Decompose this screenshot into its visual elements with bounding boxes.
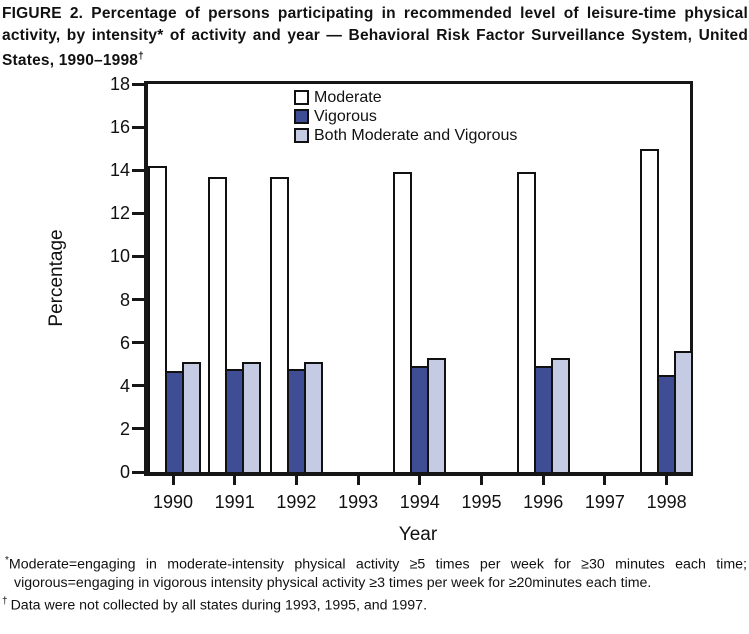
bar-1990-both-moderate-and-vigorous	[182, 362, 201, 472]
x-tick-1997	[603, 476, 607, 485]
y-tick-label-4: 4	[119, 375, 130, 396]
bar-1996-moderate	[516, 172, 536, 472]
y-tick-label-8: 8	[119, 289, 130, 310]
bar-group-1994	[393, 172, 447, 472]
y-tick-label-12: 12	[109, 203, 130, 224]
x-tick-label-1993: 1993	[338, 492, 379, 512]
x-tick-label-1998: 1998	[646, 492, 687, 512]
plot-inner	[148, 84, 694, 472]
bar-1996-both-moderate-and-vigorous	[550, 358, 570, 472]
figure-title-dagger: †	[138, 51, 144, 62]
figure-title-text: FIGURE 2. Percentage of persons particip…	[2, 5, 748, 70]
bar-1990-moderate	[148, 166, 167, 472]
x-tick-label-1991: 1991	[214, 492, 255, 512]
legend-swatch-both	[294, 128, 309, 143]
footnote-asterisk-marker: *	[5, 555, 9, 566]
bar-1998-both-moderate-and-vigorous	[674, 351, 694, 472]
bar-group-1990	[148, 166, 201, 472]
y-tick-4	[132, 384, 144, 388]
y-tick-8	[132, 298, 144, 302]
bar-group-1996	[516, 172, 570, 472]
y-tick-12	[132, 211, 144, 215]
y-tick-10	[132, 254, 144, 258]
x-tick-label-1992: 1992	[276, 492, 317, 512]
y-tick-label-0: 0	[119, 462, 130, 482]
bar-1991-moderate	[208, 177, 228, 472]
y-tick-6	[132, 341, 144, 345]
x-tick-label-1994: 1994	[399, 492, 440, 512]
bar-1998-moderate	[640, 149, 660, 472]
legend: Moderate Vigorous Both Moderate and Vigo…	[294, 88, 517, 145]
x-tick-1993	[356, 476, 360, 485]
x-tick-1995	[480, 476, 483, 485]
legend-swatch-moderate	[294, 90, 309, 105]
footnote-intensity-definition: *Moderate=engaging in moderate-intensity…	[5, 555, 747, 592]
x-tick-label-1995: 1995	[461, 492, 502, 512]
legend-swatch-vigorous	[294, 109, 309, 124]
legend-label-vigorous: Vigorous	[314, 107, 377, 125]
x-tick-1991	[233, 476, 237, 485]
legend-item-vigorous: Vigorous	[294, 107, 517, 126]
plot-area: Moderate Vigorous Both Moderate and Vigo…	[144, 81, 694, 476]
y-tick-16	[132, 125, 144, 129]
bar-group-1991	[208, 177, 262, 472]
x-tick-label-1997: 1997	[584, 492, 625, 512]
y-tick-0	[132, 470, 144, 474]
x-tick-1994	[418, 476, 422, 485]
bar-1994-both-moderate-and-vigorous	[427, 358, 447, 472]
bar-group-1992	[269, 177, 323, 472]
x-tick-1998	[665, 476, 669, 485]
bar-1992-moderate	[269, 177, 289, 472]
y-tick-label-14: 14	[109, 160, 130, 181]
x-tick-1990	[171, 476, 175, 485]
x-axis-title: Year	[398, 524, 438, 545]
y-tick-label-18: 18	[109, 74, 130, 94]
footnotes: *Moderate=engaging in moderate-intensity…	[2, 552, 747, 615]
y-axis-title: Percentage	[46, 229, 67, 327]
x-tick-label-1996: 1996	[523, 492, 564, 512]
y-tick-2	[132, 427, 144, 431]
y-tick-label-2: 2	[119, 418, 130, 439]
x-tick-1992	[294, 476, 298, 485]
figure-title: FIGURE 2. Percentage of persons particip…	[2, 3, 748, 72]
footnote-dagger-marker: †	[2, 595, 8, 607]
footnote-data-not-collected: † Data were not collected by all states d…	[2, 595, 428, 614]
legend-item-both: Both Moderate and Vigorous	[294, 126, 517, 145]
y-tick-label-6: 6	[119, 332, 130, 353]
y-tick-label-16: 16	[109, 117, 130, 138]
y-tick-18	[132, 82, 144, 86]
legend-item-moderate: Moderate	[294, 88, 517, 107]
legend-label-both: Both Moderate and Vigorous	[314, 126, 518, 144]
x-tick-1996	[541, 476, 545, 485]
bar-group-1998	[640, 149, 694, 472]
x-tick-label-1990: 1990	[152, 492, 194, 512]
bar-1991-both-moderate-and-vigorous	[242, 362, 262, 472]
y-tick-14	[132, 168, 144, 172]
legend-label-moderate: Moderate	[314, 88, 382, 106]
bar-1994-moderate	[393, 172, 413, 472]
bar-1992-both-moderate-and-vigorous	[303, 362, 323, 472]
y-tick-label-10: 10	[109, 246, 130, 267]
